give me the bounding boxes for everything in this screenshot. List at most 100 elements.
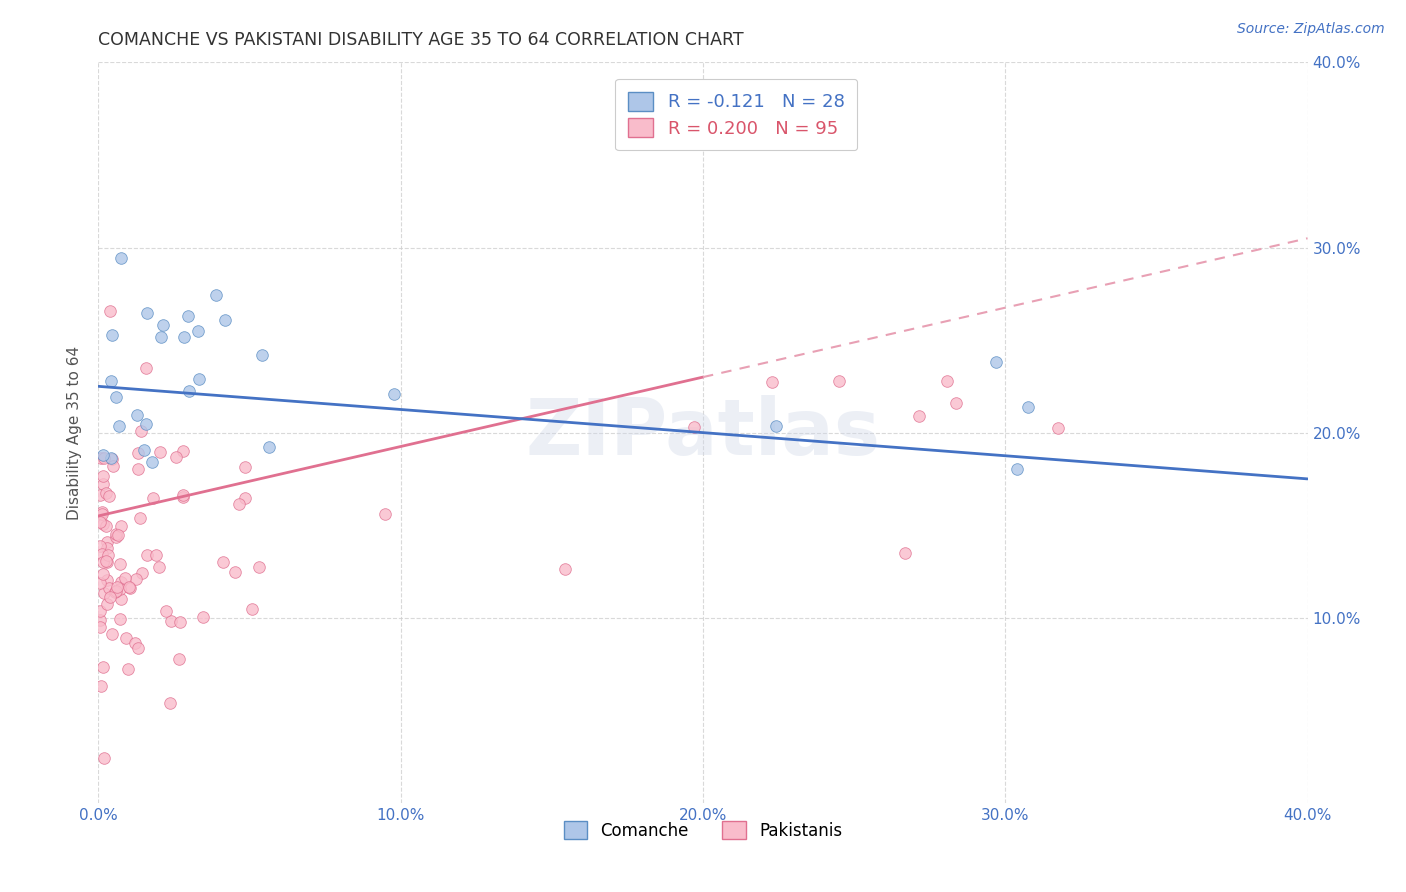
Point xyxy=(98,304,121,318)
Point xyxy=(187,324,209,338)
Point xyxy=(110,592,132,607)
Point xyxy=(105,390,128,404)
Point xyxy=(90,679,112,693)
Point xyxy=(93,751,115,765)
Point xyxy=(135,417,157,432)
Point xyxy=(94,486,117,500)
Point xyxy=(240,602,263,616)
Point xyxy=(141,455,163,469)
Point xyxy=(89,539,111,553)
Point xyxy=(110,557,132,571)
Point xyxy=(110,575,132,590)
Point xyxy=(91,507,114,521)
Point xyxy=(136,548,159,562)
Point xyxy=(90,547,112,561)
Point xyxy=(259,440,281,454)
Point xyxy=(193,610,215,624)
Point xyxy=(167,652,190,666)
Point xyxy=(155,604,177,618)
Text: ZIPatlas: ZIPatlas xyxy=(526,394,880,471)
Point xyxy=(100,451,122,466)
Point xyxy=(89,614,111,628)
Point xyxy=(250,348,273,362)
Point xyxy=(89,604,111,618)
Point xyxy=(828,375,851,389)
Point xyxy=(114,571,136,585)
Point xyxy=(100,374,122,388)
Point xyxy=(98,591,121,605)
Point xyxy=(115,631,138,645)
Point xyxy=(160,615,183,629)
Point xyxy=(127,640,149,655)
Point xyxy=(117,662,139,676)
Point xyxy=(129,424,152,438)
Point xyxy=(93,555,115,569)
Point xyxy=(94,519,117,533)
Point xyxy=(93,451,115,466)
Point xyxy=(96,553,118,567)
Point xyxy=(108,419,131,434)
Point xyxy=(96,541,118,556)
Point xyxy=(682,419,704,434)
Point xyxy=(205,288,228,302)
Point xyxy=(132,443,155,458)
Y-axis label: Disability Age 35 to 64: Disability Age 35 to 64 xyxy=(67,345,83,520)
Point xyxy=(135,361,157,376)
Point xyxy=(98,581,121,595)
Point xyxy=(110,519,132,533)
Point xyxy=(89,620,111,634)
Point xyxy=(382,387,405,401)
Point xyxy=(90,450,112,465)
Point xyxy=(96,597,118,611)
Text: Source: ZipAtlas.com: Source: ZipAtlas.com xyxy=(1237,22,1385,37)
Point xyxy=(224,565,246,579)
Point xyxy=(172,443,194,458)
Point xyxy=(96,535,118,549)
Point xyxy=(894,547,917,561)
Point xyxy=(89,576,111,591)
Point xyxy=(105,530,128,544)
Text: COMANCHE VS PAKISTANI DISABILITY AGE 35 TO 64 CORRELATION CHART: COMANCHE VS PAKISTANI DISABILITY AGE 35 … xyxy=(98,31,744,49)
Point xyxy=(89,488,111,502)
Point xyxy=(165,450,187,464)
Point xyxy=(91,517,114,532)
Point xyxy=(214,312,236,326)
Point xyxy=(986,355,1008,369)
Point xyxy=(374,507,396,521)
Point xyxy=(125,408,148,422)
Point xyxy=(1017,400,1039,414)
Point xyxy=(235,491,257,506)
Point xyxy=(91,659,114,673)
Point xyxy=(177,309,200,323)
Point xyxy=(110,251,132,265)
Point xyxy=(169,615,191,629)
Point xyxy=(89,515,111,529)
Point xyxy=(173,329,195,343)
Point xyxy=(212,555,235,569)
Point xyxy=(104,527,127,541)
Point xyxy=(179,384,201,398)
Point xyxy=(188,371,211,385)
Point xyxy=(127,462,149,476)
Legend: Comanche, Pakistanis: Comanche, Pakistanis xyxy=(554,812,852,850)
Point xyxy=(104,585,127,599)
Point xyxy=(172,488,194,502)
Point xyxy=(131,566,153,580)
Point xyxy=(107,527,129,541)
Point xyxy=(945,396,967,410)
Point xyxy=(93,586,115,600)
Point xyxy=(233,459,256,474)
Point xyxy=(96,573,118,587)
Point xyxy=(91,468,114,483)
Point xyxy=(101,627,124,641)
Point xyxy=(101,452,124,467)
Point xyxy=(148,559,170,574)
Point xyxy=(149,445,172,459)
Point xyxy=(91,477,114,491)
Point xyxy=(120,581,142,595)
Point xyxy=(247,559,270,574)
Point xyxy=(91,505,114,519)
Point xyxy=(91,448,114,462)
Point xyxy=(145,548,167,562)
Point xyxy=(1005,462,1028,476)
